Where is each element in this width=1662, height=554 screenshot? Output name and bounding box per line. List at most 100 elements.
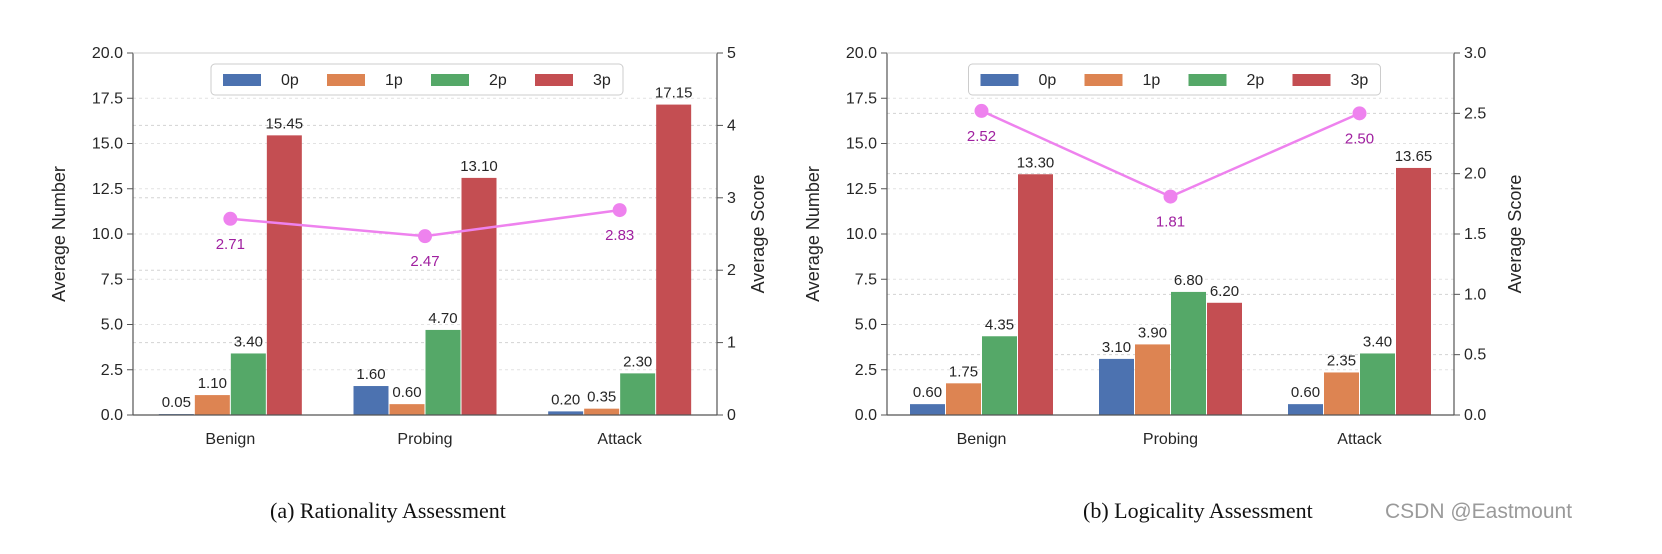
bar-label: 1.75 [949,363,978,380]
y2-tick-label: 2.5 [1464,105,1486,122]
bar-1p-probing [389,404,425,415]
bar-1p-benign [946,383,981,415]
score-point [1163,189,1178,204]
bar-label: 13.30 [1017,154,1055,171]
chart-0: 0.051.600.201.100.60 0.353.404.702.3015.4… [49,45,768,448]
y2-tick-label: 1.0 [1464,286,1486,303]
legend-label-1p: 1p [385,72,403,89]
bar-label: 13.65 [1395,148,1433,165]
bar-label: 0.35 [587,389,616,406]
y2-tick-label: 3.0 [1464,45,1486,62]
bar-label: 13.10 [460,158,498,175]
y2-tick-label: 0.0 [1464,407,1486,424]
y2-tick-label: 5 [727,45,736,62]
bar-label: 0.60 [913,384,942,401]
bar-label: 0.60 [392,384,421,401]
y-tick-label: 20.0 [846,45,877,62]
y2-tick-label: 0 [727,407,736,424]
y2-tick-label: 1.5 [1464,226,1486,243]
bar-1p-probing [1135,344,1170,415]
x-tick-label: Benign [957,431,1007,448]
y-tick-label: 5.0 [101,317,123,334]
legend-swatch-1p [1084,74,1123,86]
bar-label: 6.80 [1174,272,1203,289]
bar-label: 3.10 [1102,339,1131,356]
bar-0p-probing [1099,358,1134,415]
bar-2p-attack [1360,353,1395,415]
bar-0p-benign [910,404,945,415]
bar-label: 0.05 [162,394,191,411]
y-tick-label: 17.5 [92,90,123,107]
bar-3p-attack [656,104,692,416]
x-tick-label: Benign [205,431,255,448]
y-tick-label: 10.0 [846,226,877,243]
y2-tick-label: 3 [727,190,736,207]
bar-label: 0.60 [1291,384,1320,401]
x-tick-label: Probing [1143,431,1198,448]
bar-2p-probing [1171,291,1206,415]
bar-3p-probing [1207,302,1242,415]
legend-swatch-2p [1188,74,1227,86]
legend-label-0p: 0p [281,72,299,89]
legend-label-1p: 1p [1143,72,1161,89]
y-tick-label: 0.0 [101,407,123,424]
y-tick-label: 0.0 [855,407,877,424]
y2-tick-label: 1 [727,335,736,352]
y2-axis-title: Average Score [748,175,768,294]
legend-swatch-3p [535,74,573,86]
score-label: 2.71 [216,236,245,253]
bar-label: 2.35 [1327,352,1356,369]
y-tick-label: 12.5 [92,181,123,198]
legend [210,63,624,96]
legend-label-2p: 2p [489,72,507,89]
y-tick-label: 20.0 [92,45,123,62]
legend-swatch-2p [431,74,469,86]
y2-tick-label: 0.5 [1464,347,1486,364]
score-label: 1.81 [1156,214,1185,231]
bar-3p-benign [266,135,302,416]
bar-label: 6.20 [1210,283,1239,300]
legend-label-0p: 0p [1039,72,1057,89]
bar-label: 3.40 [1363,333,1392,350]
bar-label: 3.40 [234,333,263,350]
bar-label: 0.20 [551,391,580,408]
legend [968,63,1381,96]
bar-1p-attack [584,408,620,415]
bar-2p-probing [425,329,461,415]
watermark: CSDN @Eastmount [1385,500,1573,523]
legend-label-2p: 2p [1247,72,1265,89]
y2-axis-title: Average Score [1505,175,1525,294]
bar-0p-attack [548,411,584,415]
y-tick-label: 10.0 [92,226,123,243]
score-point [974,103,989,118]
chart-1: 0.60 3.10 0.60 1.75 3.90 2.35 4.35 6.80 3.40 13.3… [803,45,1525,448]
legend-label-3p: 3p [1351,72,1369,89]
score-label: 2.47 [410,253,439,270]
bar-2p-benign [230,353,266,415]
bar-0p-probing [353,386,389,415]
score-point [612,203,627,218]
bar-label: 2.30 [623,353,652,370]
score-label: 2.52 [967,128,996,145]
bar-label: 3.90 [1138,324,1167,341]
bar-3p-attack [1396,167,1431,415]
bar-label: 1.10 [198,375,227,392]
bar-1p-attack [1324,372,1359,415]
bar-label: 17.15 [655,85,693,102]
bar-label: 4.70 [428,310,457,327]
bar-3p-probing [461,177,497,415]
bar-1p-benign [194,395,230,415]
y-tick-label: 15.0 [92,136,123,153]
bar-0p-attack [1288,404,1323,415]
legend-label-3p: 3p [593,72,611,89]
y-tick-label: 17.5 [846,90,877,107]
caption-rationality: (a) Rationality Assessment [270,498,506,523]
score-label: 2.50 [1345,130,1374,147]
y2-tick-label: 2.0 [1464,166,1486,183]
bar-label: 15.45 [266,115,304,132]
y2-tick-label: 4 [727,117,736,134]
legend-swatch-0p [223,74,261,86]
score-point [1352,106,1367,121]
y-axis-title: Average Number [49,166,69,302]
